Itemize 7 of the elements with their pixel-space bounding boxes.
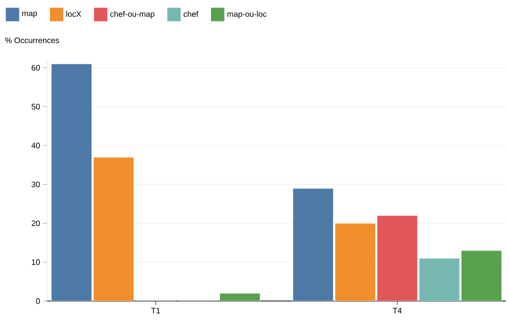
bar <box>334 222 376 301</box>
bar <box>376 215 418 301</box>
bar <box>93 156 134 301</box>
bar <box>292 188 334 301</box>
bar <box>418 258 460 301</box>
bar <box>460 250 502 301</box>
bar <box>50 64 92 301</box>
